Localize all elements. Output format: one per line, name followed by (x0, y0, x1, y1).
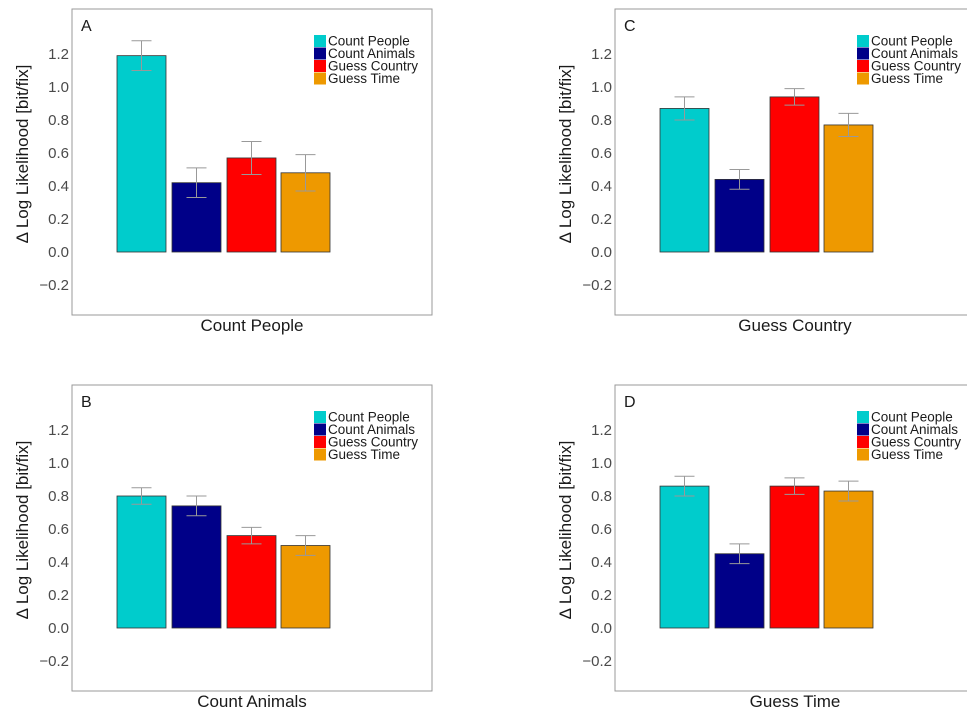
legend-label: Count Animals (328, 46, 415, 61)
legend-label: Count Animals (871, 422, 958, 437)
y-tick-label: 1.2 (591, 422, 612, 439)
y-tick-label: 0.6 (48, 521, 69, 538)
y-tick-label: 0.8 (591, 112, 612, 129)
bar-count-people (116, 495, 167, 629)
legend-swatch (314, 423, 326, 436)
legend-label: Guess Country (328, 435, 418, 450)
bar-guess-time (280, 545, 331, 629)
bar-guess-time (823, 124, 874, 253)
legend-swatch (314, 411, 326, 423)
legend-label: Guess Country (871, 59, 961, 74)
y-tick-label: −0.2 (582, 277, 612, 294)
legend-swatch (857, 60, 869, 72)
legend-swatch (314, 35, 326, 47)
legend-swatch (857, 411, 869, 423)
y-tick-label: 0.8 (48, 112, 69, 129)
legend-label: Guess Time (871, 447, 943, 462)
y-tick-label: 1.0 (48, 455, 69, 472)
legend-label: Guess Time (328, 447, 400, 462)
y-tick-label: 0.4 (48, 554, 69, 571)
legend-swatch (857, 35, 869, 47)
y-tick-label: 0.8 (48, 488, 69, 505)
plot-frame (614, 8, 967, 316)
y-tick-label: 0.2 (48, 211, 69, 228)
panel-b: −0.2 0.0 0.2 0.4 0.6 0.8 1.0 1.2 Δ Log Likelihoo… (13, 384, 433, 711)
panel-c: −0.2 0.0 0.2 0.4 0.6 0.8 1.0 1.2 Δ Log Likelihoo… (556, 8, 967, 335)
x-axis-label: Count Animals (197, 692, 307, 711)
y-tick-label: 0.0 (591, 244, 612, 261)
y-tick-label: 0.6 (591, 521, 612, 538)
legend-label: Count Animals (871, 46, 958, 61)
bar-guess-country (769, 485, 820, 629)
y-tick-label: 0.0 (591, 620, 612, 637)
y-tick-label: 1.0 (591, 455, 612, 472)
y-tick-label: 0.2 (48, 587, 69, 604)
legend-label: Guess Country (328, 59, 418, 74)
panel-d: −0.2 0.0 0.2 0.4 0.6 0.8 1.0 1.2 Δ Log Likelihoo… (556, 384, 967, 711)
y-tick-label: 1.0 (591, 79, 612, 96)
panel-letter: A (81, 18, 92, 35)
bar-count-animals (714, 553, 765, 629)
legend-label: Guess Country (871, 435, 961, 450)
plot-frame (71, 384, 433, 692)
y-tick-label: 0.2 (591, 211, 612, 228)
legend-label: Guess Time (328, 71, 400, 86)
legend-label: Guess Time (871, 71, 943, 86)
bar-count-animals (171, 505, 222, 629)
bar-guess-country (226, 535, 277, 629)
legend-label: Count Animals (328, 422, 415, 437)
y-tick-label: −0.2 (582, 653, 612, 670)
bar-guess-time (823, 490, 874, 629)
y-tick-label: 0.4 (591, 178, 612, 195)
legend-swatch (314, 60, 326, 72)
bar-count-people (659, 485, 710, 629)
y-tick-label: 0.2 (591, 587, 612, 604)
panel-a: −0.2 0.0 0.2 0.4 0.6 0.8 1.0 1.2 Δ Log Likelihoo… (13, 8, 433, 335)
bar-count-people (116, 55, 167, 253)
y-tick-label: −0.2 (39, 277, 69, 294)
plot-frame (71, 8, 433, 316)
legend-swatch (857, 436, 869, 448)
y-tick-label: 0.4 (591, 554, 612, 571)
y-axis-label: Δ Log Likelihood [bit/fix] (13, 441, 32, 620)
legend-label: Count People (328, 410, 410, 425)
y-tick-label: 0.8 (591, 488, 612, 505)
legend-swatch (314, 72, 326, 85)
bar-count-animals (714, 178, 765, 253)
panel-letter: D (624, 394, 636, 411)
legend-label: Count People (871, 410, 953, 425)
legend-swatch (314, 448, 326, 461)
panel-letter: C (624, 18, 636, 35)
legend-swatch (314, 436, 326, 448)
y-tick-label: −0.2 (39, 653, 69, 670)
y-axis-label: Δ Log Likelihood [bit/fix] (13, 65, 32, 244)
y-axis-label: Δ Log Likelihood [bit/fix] (556, 65, 575, 244)
y-tick-label: 0.0 (48, 244, 69, 261)
legend-swatch (857, 47, 869, 60)
x-axis-label: Guess Country (738, 316, 852, 335)
legend-swatch (857, 423, 869, 436)
y-tick-label: 1.2 (48, 46, 69, 63)
y-tick-label: 1.2 (591, 46, 612, 63)
y-tick-label: 0.0 (48, 620, 69, 637)
x-axis-label: Count People (200, 316, 303, 335)
plot-frame (614, 384, 967, 692)
legend-swatch (857, 72, 869, 85)
y-tick-label: 1.2 (48, 422, 69, 439)
panel-letter: B (81, 394, 92, 411)
x-axis-label: Guess Time (750, 692, 841, 711)
legend-swatch (857, 448, 869, 461)
y-tick-label: 0.6 (591, 145, 612, 162)
y-axis-label: Δ Log Likelihood [bit/fix] (556, 441, 575, 620)
y-tick-label: 0.6 (48, 145, 69, 162)
legend-swatch (314, 47, 326, 60)
legend-label: Count People (328, 34, 410, 49)
bar-guess-country (769, 96, 820, 253)
legend-label: Count People (871, 34, 953, 49)
bar-count-people (659, 108, 710, 253)
y-tick-label: 1.0 (48, 79, 69, 96)
y-tick-label: 0.4 (48, 178, 69, 195)
